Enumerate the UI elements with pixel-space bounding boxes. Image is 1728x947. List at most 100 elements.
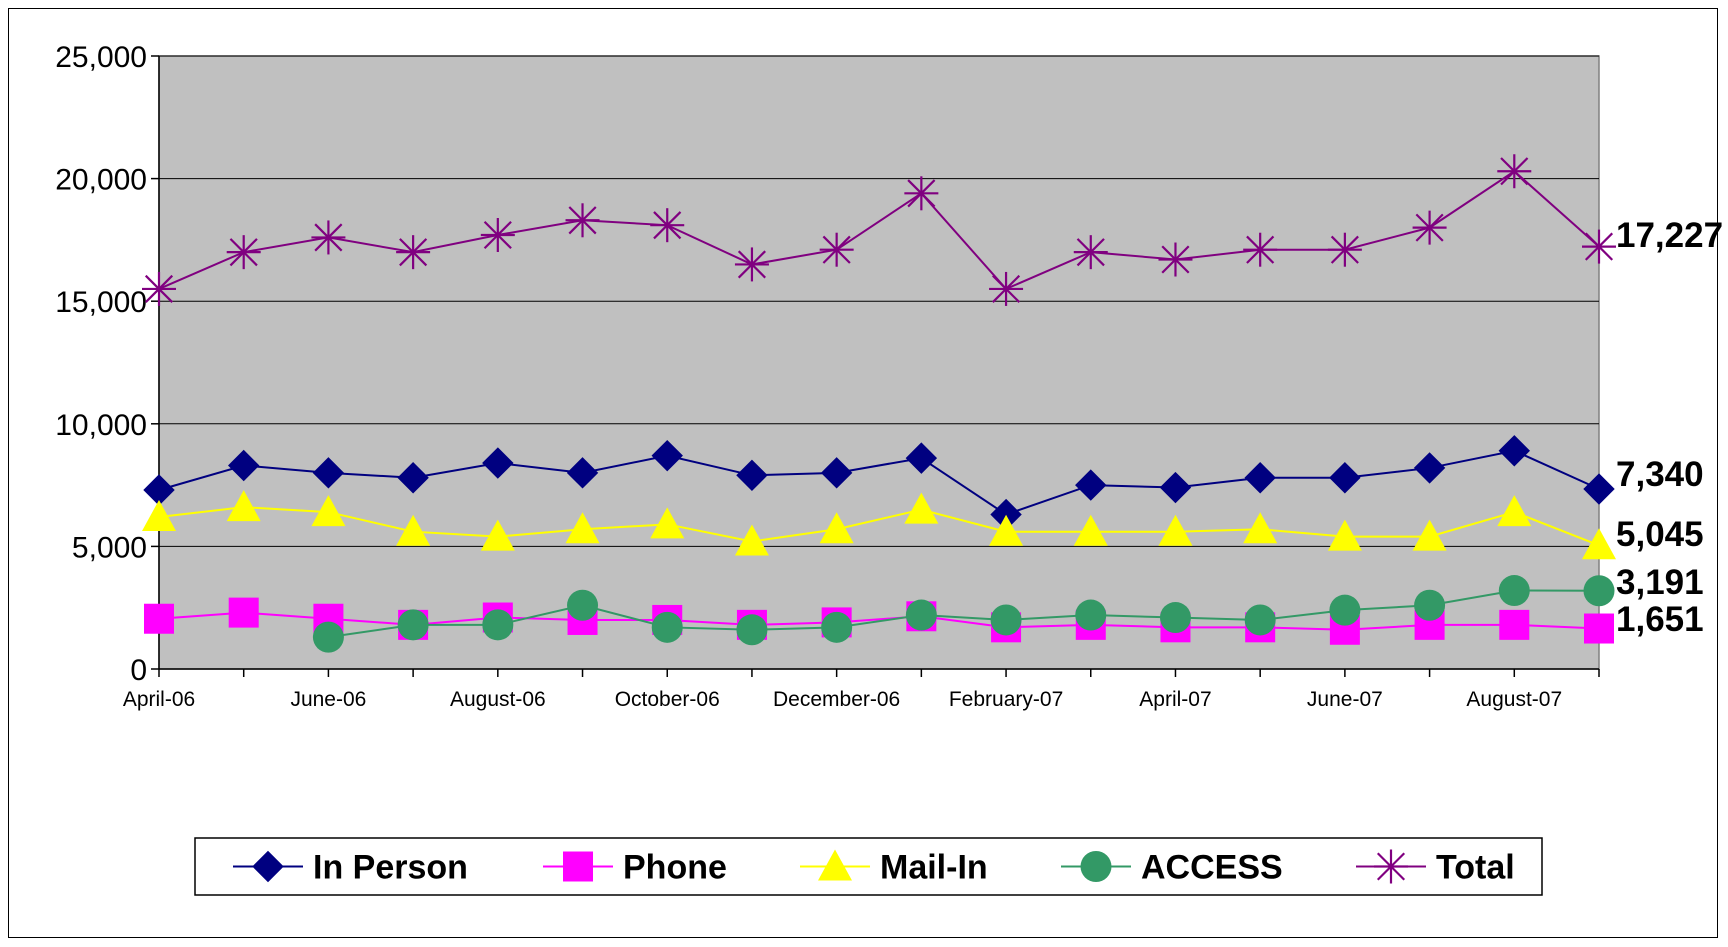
- data-point-access: [821, 611, 853, 643]
- data-point-in-person: [1583, 473, 1615, 505]
- legend-marker-mail-in: [818, 849, 852, 881]
- data-point-access: [905, 599, 937, 631]
- data-point-in-person: [1413, 452, 1446, 484]
- data-point-total: [142, 271, 176, 306]
- data-label-in-person: 7,340: [1616, 455, 1704, 494]
- legend-marker-total: [1374, 849, 1408, 884]
- data-point-in-person: [1244, 462, 1276, 494]
- data-point-access: [736, 614, 768, 646]
- data-point-in-person: [736, 459, 768, 491]
- x-tick-label: June-06: [290, 688, 366, 711]
- y-tick-label: 15,000: [55, 286, 147, 319]
- data-point-in-person: [1329, 462, 1361, 494]
- data-point-access: [1329, 594, 1361, 626]
- data-point-total: [650, 208, 685, 243]
- data-point-access: [482, 609, 514, 641]
- data-point-mail-in: [1158, 514, 1193, 546]
- data-point-total: [1497, 154, 1532, 189]
- legend-item-mail-in: Mail-In: [800, 849, 988, 887]
- data-point-mail-in: [904, 492, 939, 524]
- data-point-mail-in: [226, 490, 261, 522]
- data-point-mail-in: [1243, 512, 1278, 544]
- data-point-phone: [1499, 609, 1530, 640]
- legend-label: Total: [1436, 849, 1515, 887]
- data-point-access: [651, 611, 683, 643]
- data-point-in-person: [1498, 435, 1531, 467]
- data-point-mail-in: [1497, 495, 1532, 527]
- data-point-access: [1159, 602, 1191, 634]
- series-in-person: [143, 435, 1615, 531]
- series-line-access: [328, 589, 1600, 639]
- legend-item-total: Total: [1356, 849, 1515, 887]
- data-label-phone: 1,651: [1616, 600, 1704, 639]
- data-point-mail-in: [480, 519, 515, 551]
- data-point-access: [1498, 575, 1530, 607]
- data-point-total: [311, 220, 346, 255]
- data-point-total: [1243, 232, 1278, 267]
- legend-item-access: ACCESS: [1061, 849, 1283, 887]
- data-point-mail-in: [650, 507, 685, 539]
- series-line-mail-in: [158, 506, 1600, 547]
- data-point-in-person: [397, 462, 429, 494]
- legend-label: Phone: [623, 849, 727, 887]
- data-point-access: [1583, 575, 1615, 607]
- x-tick-label: August-07: [1466, 688, 1562, 711]
- data-point-in-person: [905, 442, 938, 474]
- x-tick-label: December-06: [773, 688, 900, 711]
- legend-marker-phone: [563, 851, 593, 882]
- data-point-mail-in: [142, 499, 176, 531]
- data-point-total: [1158, 242, 1193, 277]
- x-tick-label: August-06: [450, 688, 546, 711]
- data-point-access: [1414, 589, 1446, 621]
- data-point-phone: [1584, 613, 1614, 644]
- data-point-in-person: [482, 447, 514, 479]
- data-point-access: [990, 604, 1022, 636]
- series-mail-in: [142, 490, 1616, 560]
- x-tick-label: February-07: [949, 688, 1063, 711]
- legend-label: In Person: [313, 849, 468, 887]
- data-point-mail-in: [396, 514, 431, 546]
- data-point-total: [989, 271, 1024, 306]
- y-tick-label: 20,000: [55, 164, 147, 197]
- data-point-total: [1582, 229, 1616, 264]
- data-point-access: [397, 609, 429, 641]
- data-point-total: [819, 232, 854, 267]
- data-point-access: [312, 621, 344, 653]
- data-label-access: 3,191: [1616, 563, 1704, 602]
- data-point-access: [1075, 599, 1107, 631]
- plot-area: [158, 55, 1600, 670]
- data-point-in-person: [651, 439, 683, 472]
- chart-frame: [8, 8, 1718, 938]
- data-point-total: [904, 176, 939, 211]
- legend-label: Mail-In: [880, 849, 988, 887]
- x-tick-label: April-07: [1139, 688, 1211, 711]
- data-point-phone: [228, 597, 259, 628]
- data-point-total: [1073, 235, 1108, 270]
- data-point-total: [734, 247, 769, 282]
- data-point-total: [480, 217, 515, 252]
- data-point-mail-in: [1582, 528, 1616, 560]
- series-access: [312, 575, 1615, 653]
- data-point-in-person: [820, 457, 853, 489]
- x-tick-label: October-06: [615, 688, 720, 711]
- data-point-in-person: [312, 457, 345, 489]
- data-label-mail-in: 5,045: [1616, 515, 1704, 554]
- legend-marker-in-person: [252, 850, 284, 883]
- data-point-in-person: [1159, 471, 1192, 504]
- data-point-in-person: [1075, 469, 1107, 501]
- legend-marker-access: [1080, 851, 1112, 882]
- data-point-total: [396, 235, 431, 270]
- data-point-total: [1412, 210, 1447, 245]
- x-tick-label: April-06: [123, 688, 195, 711]
- data-point-mail-in: [311, 495, 346, 527]
- data-point-mail-in: [1327, 519, 1362, 551]
- data-point-access: [567, 589, 599, 621]
- legend-item-phone: Phone: [543, 849, 727, 887]
- y-tick-label: 5,000: [72, 531, 147, 564]
- data-point-mail-in: [1073, 514, 1108, 546]
- data-point-mail-in: [734, 524, 769, 556]
- series-total: [142, 154, 1616, 306]
- data-point-mail-in: [1412, 519, 1447, 551]
- data-point-total: [565, 203, 600, 238]
